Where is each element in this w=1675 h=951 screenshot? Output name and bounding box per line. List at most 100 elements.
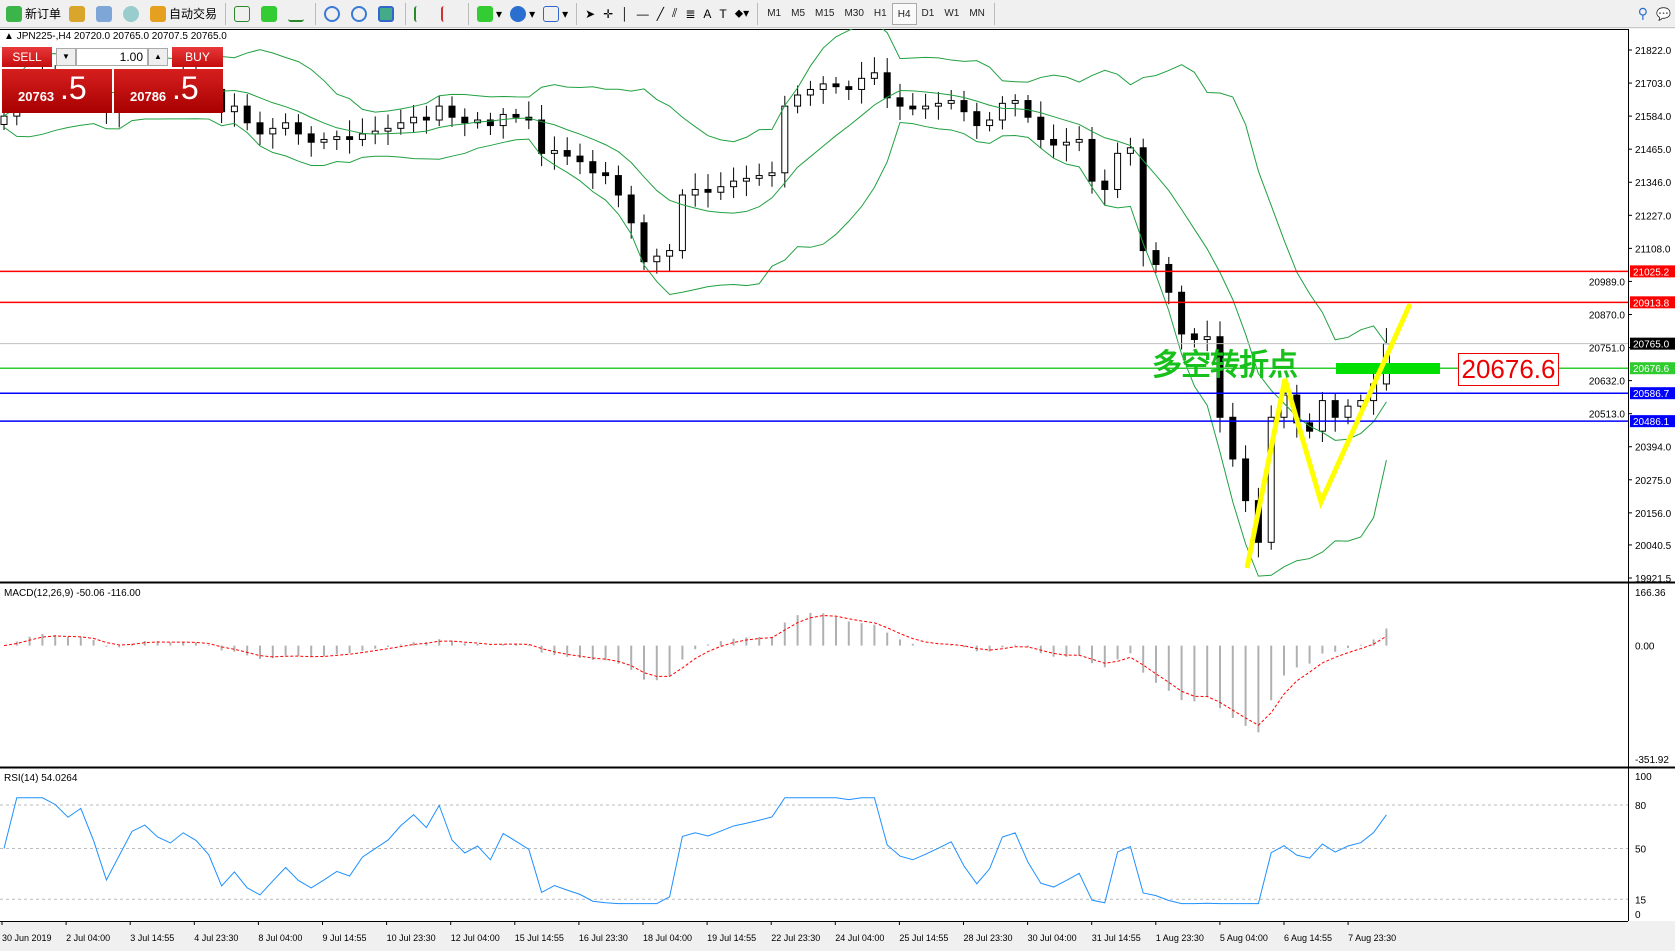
sell-price[interactable]: 20763 .5 — [2, 69, 112, 113]
time-label: 31 Jul 14:55 — [1092, 933, 1141, 943]
signal-button[interactable] — [119, 2, 146, 26]
timeframe-m5[interactable]: M5 — [791, 7, 806, 19]
search-button[interactable]: ⚲ — [1634, 2, 1652, 26]
price-line-label: 20486.1 — [1633, 417, 1670, 428]
fibonacci-button[interactable]: ≣ — [681, 2, 699, 26]
time-label: 10 Jul 23:30 — [387, 933, 436, 943]
macd-tick-label: 0.00 — [1635, 642, 1655, 653]
separator — [993, 2, 995, 25]
crosshair-button[interactable]: ✛ — [599, 2, 617, 26]
chat-button[interactable]: 💬 — [1652, 2, 1675, 26]
arrows-button[interactable]: ⬥▾ — [731, 2, 753, 26]
candle-body — [653, 255, 661, 263]
timeframe-d1[interactable]: D1 — [921, 7, 935, 19]
price-line-label-bg — [1630, 337, 1675, 350]
candle-body — [448, 105, 456, 118]
bar-chart-button[interactable] — [230, 2, 257, 26]
volume-input[interactable]: 1.00 — [76, 48, 148, 66]
price-line-label-bg — [1630, 415, 1675, 428]
candle-body — [0, 115, 8, 125]
sell-price-main: 20763 — [18, 89, 55, 104]
time-label: 2 Jul 04:00 — [66, 933, 110, 943]
line-chart-button[interactable] — [284, 2, 311, 26]
candle-body — [781, 105, 789, 174]
candle-body — [1267, 416, 1275, 543]
timeframe-h1[interactable]: H1 — [873, 7, 887, 19]
periods-icon — [510, 5, 527, 22]
crosshair-icon: ✛ — [603, 6, 614, 21]
price-line-label: 20913.8 — [1633, 298, 1670, 309]
auto-scroll-button[interactable] — [410, 2, 437, 26]
chart-shift-button[interactable] — [437, 2, 464, 26]
price-tick-label: 20751.0 — [1589, 344, 1626, 355]
time-label: 16 Jul 23:30 — [579, 933, 628, 943]
price-tick-label: 19921.5 — [1635, 574, 1672, 585]
periods-button[interactable]: ▾ — [506, 2, 539, 26]
candle-body — [1050, 138, 1058, 146]
new-order-button[interactable]: 新订单 — [2, 2, 65, 26]
rsi-tick-label: 80 — [1635, 801, 1647, 812]
candle-body — [870, 72, 878, 79]
zoom-out-button[interactable] — [347, 2, 374, 26]
price-chart[interactable]: 21025.2 20913.8 20765.0 20676.6 20586.7 20486… — [0, 29, 1675, 951]
timeframe-m15[interactable]: M15 — [815, 7, 835, 19]
tile-windows-button[interactable] — [374, 2, 401, 26]
candle-body — [410, 116, 418, 124]
bollinger-middle — [3, 87, 1387, 441]
candle-body — [794, 94, 802, 107]
equidistant-channel-button[interactable]: ⫽ — [668, 2, 681, 26]
candle-body — [294, 122, 302, 135]
annotation-drawings — [1244, 302, 1440, 569]
candle-body — [909, 105, 917, 110]
cursor-button[interactable]: ➤ — [581, 2, 599, 26]
candle-body — [1216, 336, 1224, 418]
vertical-line-icon: │ — [621, 6, 629, 21]
vertical-line-button[interactable]: │ — [617, 2, 633, 26]
price-tick-label: 21227.0 — [1635, 211, 1672, 222]
timeframe-w1[interactable]: W1 — [944, 7, 960, 19]
timeframe-mn[interactable]: MN — [969, 7, 985, 19]
candle-body — [307, 133, 315, 143]
price-line-label: 20676.6 — [1633, 364, 1670, 375]
zoom-in-button[interactable] — [320, 2, 347, 26]
candle-body — [1088, 138, 1096, 182]
buy-button[interactable]: BUY — [172, 47, 223, 67]
timeframe-m1[interactable]: M1 — [767, 7, 782, 19]
candle-body — [666, 250, 674, 257]
sell-button[interactable]: SELL — [2, 47, 52, 67]
auto-trading-button[interactable]: 自动交易 — [146, 2, 221, 26]
buy-price[interactable]: 20786 .5 — [114, 69, 223, 113]
templates-button[interactable]: ▾ — [539, 2, 572, 26]
text-label-button[interactable]: T — [715, 2, 730, 26]
volume-increase-button[interactable]: ▲ — [148, 48, 168, 66]
macd-label: MACD(12,26,9) -50.06 -116.00 — [4, 588, 141, 599]
horizontal-line-button[interactable]: — — [633, 2, 653, 26]
volume-decrease-button[interactable]: ▼ — [56, 48, 76, 66]
candle-body — [678, 194, 686, 252]
trendline-icon: ╱ — [656, 6, 664, 21]
market-watch-button[interactable] — [92, 2, 119, 26]
candle-body — [896, 97, 904, 107]
history-button[interactable] — [65, 2, 92, 26]
price-tick-label: 21584.0 — [1635, 112, 1672, 123]
text-button[interactable]: A — [699, 2, 715, 26]
indicators-button[interactable]: ▾ — [473, 2, 506, 26]
annotation-green-bar — [1336, 363, 1440, 374]
timeframe-m30[interactable]: M30 — [844, 7, 864, 19]
chart-shift-icon — [441, 5, 457, 22]
candle-body — [691, 188, 699, 196]
price-tick-label: 20870.0 — [1589, 310, 1626, 321]
chart-background — [0, 29, 1628, 921]
timeframe-h4[interactable]: H4 — [891, 2, 917, 25]
trendline-button[interactable]: ╱ — [653, 2, 668, 26]
candle-body — [755, 175, 763, 179]
candle-body — [742, 177, 750, 182]
candle-body — [563, 150, 571, 157]
annotation-text: 多空转折点 — [1152, 348, 1298, 383]
candlestick-button[interactable] — [257, 2, 284, 26]
rsi-tick-label: 100 — [1635, 772, 1652, 783]
rsi-tick-label: 50 — [1635, 845, 1647, 856]
time-label: 15 Jul 14:55 — [515, 933, 564, 943]
candle-body — [973, 111, 981, 127]
price-line-label-bg — [1630, 387, 1675, 400]
